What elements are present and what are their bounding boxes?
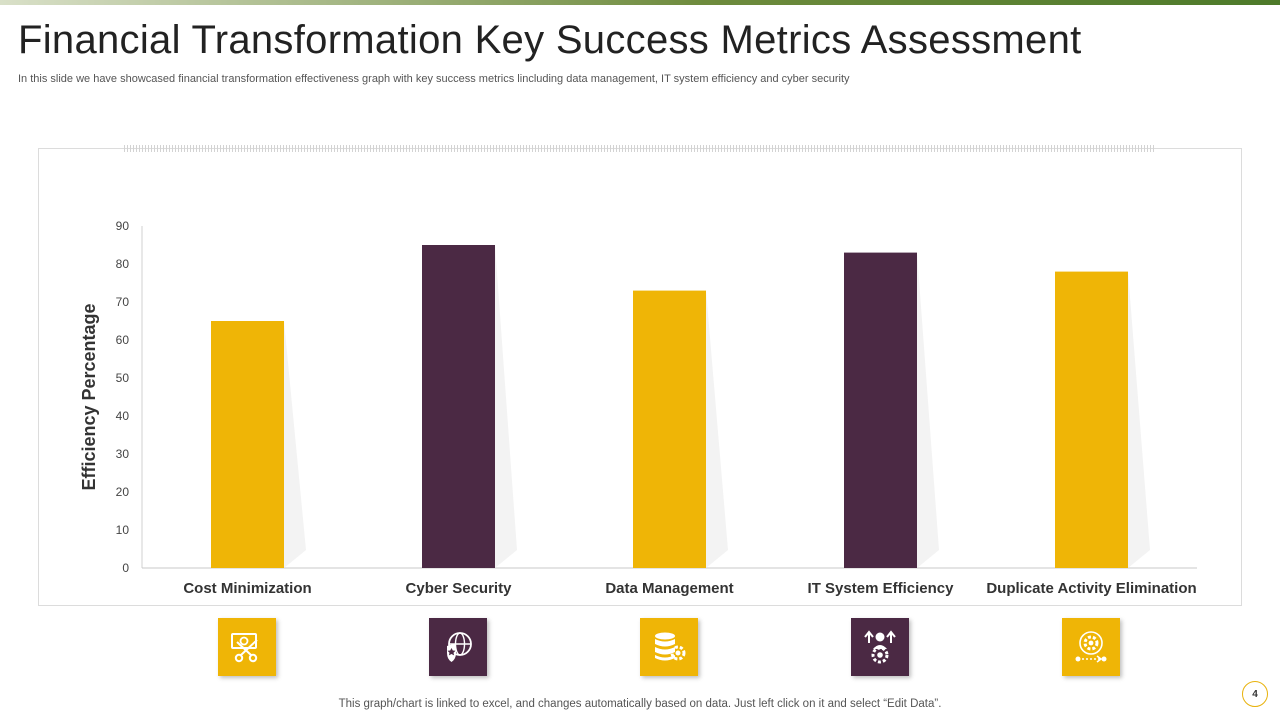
page-title: Financial Transformation Key Success Met… [18, 18, 1082, 62]
bar-shadow [284, 321, 306, 568]
bar-shadow [1128, 271, 1150, 568]
y-tick-label: 10 [116, 523, 130, 537]
y-tick-label: 40 [116, 409, 130, 423]
y-tick-label: 0 [122, 561, 129, 575]
globe-shield-icon [429, 618, 487, 676]
page-number: 4 [1242, 681, 1268, 707]
person-gear-arrows-icon [851, 618, 909, 676]
y-tick-label: 90 [116, 219, 130, 233]
bar-data-management [633, 290, 706, 568]
y-tick-label: 20 [116, 485, 130, 499]
top-accent-line [0, 0, 1280, 5]
bar-duplicate-activity-elimination [1055, 271, 1128, 568]
bar-it-system-efficiency [844, 252, 917, 568]
y-tick-label: 60 [116, 333, 130, 347]
money-scissors-icon [218, 618, 276, 676]
database-gear-icon [640, 618, 698, 676]
x-category-label: Data Management [605, 580, 733, 597]
y-tick-label: 50 [116, 371, 130, 385]
y-tick-label: 80 [116, 257, 130, 271]
bar-cyber-security [422, 245, 495, 568]
bar-shadow [495, 245, 517, 568]
x-category-label: Duplicate Activity Elimination [986, 580, 1196, 597]
y-tick-label: 70 [116, 295, 130, 309]
bar-cost-minimization [211, 321, 284, 568]
gear-cycle-icon [1062, 618, 1120, 676]
decorative-tick-strip [124, 145, 1154, 152]
x-category-label: IT System Efficiency [808, 580, 955, 597]
bar-shadow [917, 252, 939, 568]
y-axis-title: Efficiency Percentage [79, 303, 99, 490]
x-category-label: Cost Minimization [183, 580, 311, 597]
footnote: This graph/chart is linked to excel, and… [338, 698, 942, 710]
x-category-label: Cyber Security [406, 580, 513, 597]
y-tick-label: 30 [116, 447, 130, 461]
bar-shadow [706, 290, 728, 568]
page-subtitle: In this slide we have showcased financia… [18, 73, 850, 85]
